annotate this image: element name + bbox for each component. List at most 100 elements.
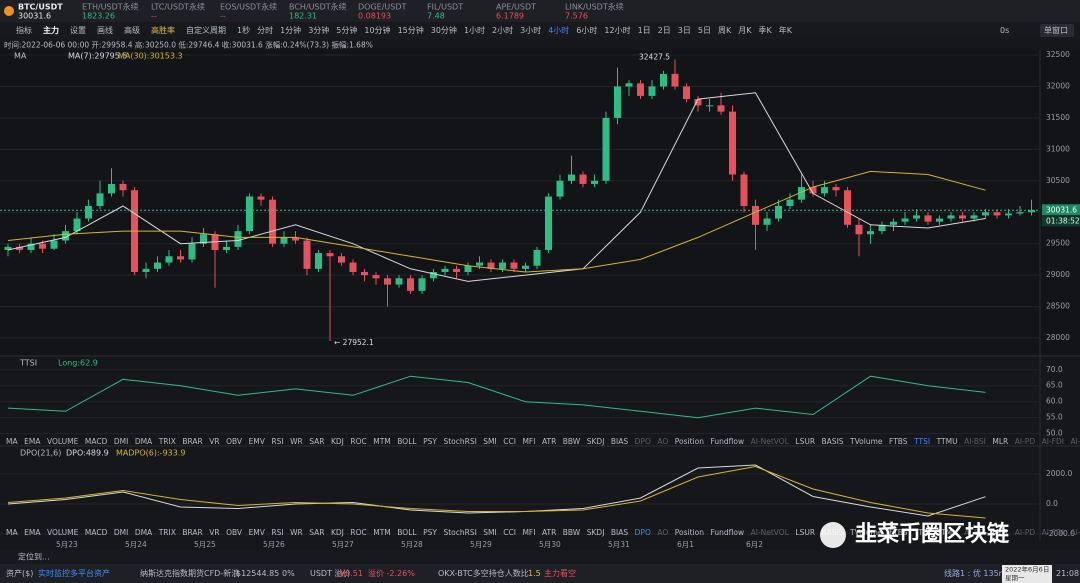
indicator-tab[interactable]: AI-FDI <box>1042 437 1064 446</box>
indicator-tab[interactable]: FTBS <box>889 437 908 446</box>
indicator-tab[interactable]: RSI <box>271 528 283 537</box>
indicator-tab[interactable]: TRIX <box>158 437 176 446</box>
period-button[interactable]: 5日 <box>698 26 711 35</box>
indicator-tab[interactable]: DMI <box>114 437 128 446</box>
indicator-tab[interactable]: Position <box>675 528 704 537</box>
indicator-tab[interactable]: Fundflow <box>710 437 744 446</box>
period-button[interactable]: 12小时 <box>604 25 630 35</box>
tool-button[interactable]: 高胜率 <box>151 25 175 35</box>
indicator-tab[interactable]: RSI <box>271 437 283 446</box>
tab-name[interactable]: ETH/USDT永续 <box>82 2 139 12</box>
period-button[interactable]: 1分钟 <box>280 25 301 35</box>
period-button[interactable]: 10分钟 <box>364 25 390 35</box>
indicator-tab[interactable]: SAR <box>309 528 324 537</box>
tab-name[interactable]: BTC/USDT <box>18 3 63 12</box>
period-button[interactable]: 分时 <box>257 25 273 35</box>
indicator-tab[interactable]: BRAR <box>182 437 202 446</box>
indicator-tab[interactable]: AI-BSI <box>964 437 986 446</box>
indicator-tab[interactable]: ATR <box>542 437 556 446</box>
indicator-tab[interactable]: MACD <box>85 437 108 446</box>
indicator-tab[interactable]: BASIS <box>822 437 844 446</box>
indicator-tab[interactable]: LSUR <box>795 528 815 537</box>
indicator-tab[interactable]: MA <box>6 437 18 446</box>
indicator-tab[interactable]: SKDJ <box>587 528 605 537</box>
indicator-tab[interactable]: TRIX <box>158 528 176 537</box>
tool-button[interactable]: 设置 <box>70 25 86 35</box>
period-button[interactable]: 月K <box>738 26 752 35</box>
indicator-tab[interactable]: DMI <box>114 528 128 537</box>
indicator-tab[interactable]: EMV <box>249 528 266 537</box>
indicator-tab[interactable]: Position <box>675 437 704 446</box>
tool-button[interactable]: 指标 <box>16 25 32 35</box>
indicator-tab[interactable]: ROC <box>350 437 366 446</box>
indicator-tab[interactable]: BIAS <box>611 437 628 446</box>
tab-name[interactable]: LTC/USDT永续 <box>151 2 205 12</box>
tab-name[interactable]: FIL/USDT <box>427 3 463 12</box>
indicator-tab[interactable]: StochRSI <box>443 528 476 537</box>
indicator-tab[interactable]: BRAR <box>182 528 202 537</box>
indicator-tab[interactable]: DPO <box>635 528 651 537</box>
indicator-tab[interactable]: SAR <box>309 437 324 446</box>
indicator-tab[interactable]: MLR <box>992 437 1008 446</box>
indicator-tab[interactable]: SKDJ <box>587 437 605 446</box>
indicator-tab[interactable]: WR <box>290 437 303 446</box>
period-button[interactable]: 15分钟 <box>398 25 424 35</box>
indicator-tab[interactable]: MTM <box>373 528 391 537</box>
window-button-label[interactable]: 单窗口 <box>1044 25 1068 35</box>
indicator-tab[interactable]: CCI <box>503 437 516 446</box>
indicator-tab[interactable]: MTM <box>373 437 391 446</box>
indicator-tab[interactable]: EMV <box>249 437 266 446</box>
period-button[interactable]: 2小时 <box>492 25 513 35</box>
tool-button[interactable]: 主力 <box>43 25 59 35</box>
period-button[interactable]: 3日 <box>678 26 691 35</box>
tool-button[interactable]: 高级 <box>124 25 140 35</box>
indicator-tab[interactable]: VOLUME <box>47 437 79 446</box>
indicator-tab[interactable]: TTSI <box>913 437 930 446</box>
period-button[interactable]: 1小时 <box>464 25 485 35</box>
indicator-tab[interactable]: KDJ <box>331 528 344 537</box>
indicator-tab[interactable]: ROC <box>350 528 366 537</box>
indicator-tab[interactable]: SMI <box>483 437 496 446</box>
tool-button[interactable]: 自定义周期 <box>186 25 226 35</box>
indicator-tab[interactable]: MA <box>6 528 18 537</box>
indicator-tab[interactable]: AO <box>657 437 668 446</box>
indicator-tab[interactable]: AI-NetVOL <box>751 528 790 537</box>
indicator-tab[interactable]: BOLL <box>397 528 417 537</box>
indicator-tab[interactable]: BOLL <box>397 437 417 446</box>
indicator-tab[interactable]: VR <box>209 528 219 537</box>
period-button[interactable]: 4小时 <box>548 25 569 35</box>
indicator-tab[interactable]: PSY <box>423 437 437 446</box>
tab-name[interactable]: BCH/USDT永续 <box>289 2 347 12</box>
locate[interactable]: 定位到... <box>18 552 50 562</box>
indicator-tab[interactable]: VR <box>209 437 219 446</box>
indicator-tab[interactable]: CCI <box>503 528 516 537</box>
indicator-tab[interactable]: TVolume <box>849 528 883 537</box>
tab-name[interactable]: APE/USDT <box>496 3 536 12</box>
period-button[interactable]: 周K <box>718 26 732 35</box>
period-button[interactable]: 1日 <box>638 26 651 35</box>
indicator-tab[interactable]: MFI <box>522 437 535 446</box>
period-button[interactable]: 1秒 <box>237 25 250 35</box>
period-button[interactable]: 3小时 <box>520 25 541 35</box>
indicator-tab[interactable]: EMA <box>24 437 41 446</box>
tab-name[interactable]: LINK/USDT永续 <box>565 2 624 12</box>
indicator-tab[interactable]: BBW <box>563 437 581 446</box>
indicator-tab[interactable]: AI-PD <box>1015 437 1036 446</box>
indicator-tab[interactable]: AO <box>657 528 668 537</box>
indicator-tab[interactable]: FTBS <box>889 528 908 537</box>
indicator-tab[interactable]: TTMU <box>936 528 958 537</box>
indicator-tab[interactable]: AI-NetVOL <box>751 437 790 446</box>
tool-button[interactable]: 画线 <box>97 25 113 35</box>
indicator-tab[interactable]: WR <box>290 528 303 537</box>
indicator-tab[interactable]: EMA <box>24 528 41 537</box>
tab-name[interactable]: EOS/USDT永续 <box>220 2 277 12</box>
indicator-tab[interactable]: MFI <box>522 528 535 537</box>
period-button[interactable]: 30分钟 <box>431 25 457 35</box>
indicator-tab[interactable]: OBV <box>226 528 243 537</box>
indicator-tab[interactable]: StochRSI <box>443 437 476 446</box>
indicator-tab[interactable]: TTSI <box>913 528 930 537</box>
indicator-tab[interactable]: KDJ <box>331 437 344 446</box>
period-button[interactable]: 5分钟 <box>336 25 357 35</box>
indicator-tab[interactable]: AI-LI <box>1070 437 1080 446</box>
indicator-tab[interactable]: BIAS <box>611 528 628 537</box>
